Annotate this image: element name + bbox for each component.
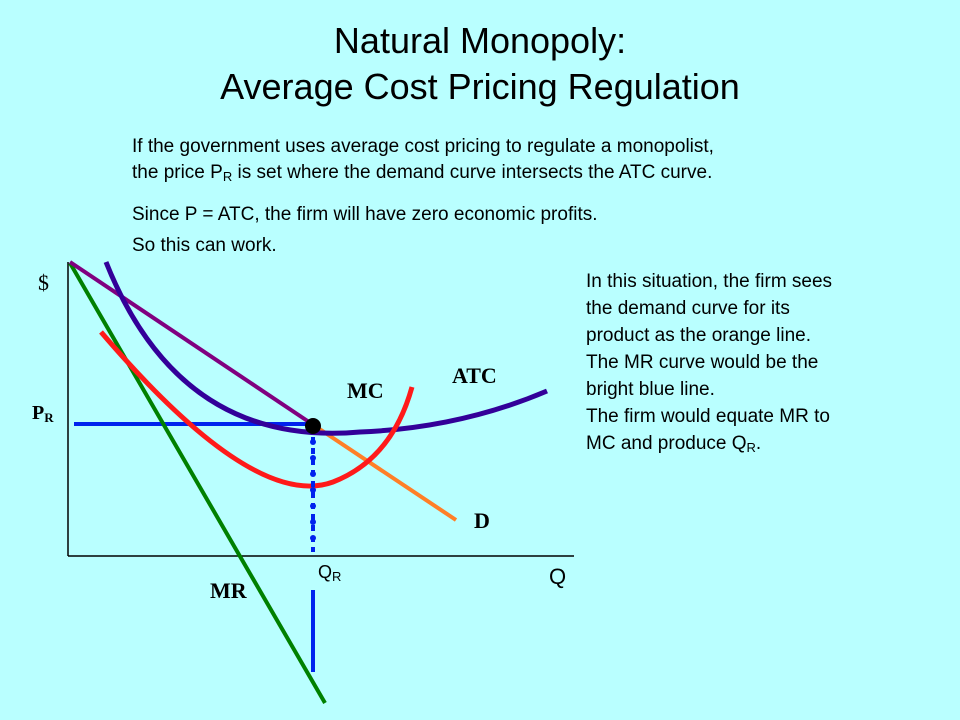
mr-label: MR bbox=[210, 578, 247, 603]
intro-paragraph-3: So this can work. bbox=[132, 235, 277, 256]
quantity-label-sub: R bbox=[332, 569, 342, 584]
price-label-main: P bbox=[32, 402, 45, 424]
intro-paragraph-1: If the government uses average cost pric… bbox=[132, 134, 714, 186]
intro-line-1: If the government uses average cost pric… bbox=[132, 136, 714, 157]
slide-title: Natural Monopoly: Average Cost Pricing R… bbox=[0, 18, 960, 110]
intro-line-2-sub: R bbox=[222, 169, 233, 184]
quantity-label-main: Q bbox=[318, 562, 333, 582]
side-note-line-5: bright blue line. bbox=[586, 379, 715, 400]
demand-label: D bbox=[474, 508, 490, 533]
guide-dot bbox=[310, 487, 316, 493]
side-note-line-7-post: . bbox=[755, 433, 762, 454]
price-label: PR bbox=[32, 402, 54, 425]
title-line-1: Natural Monopoly: bbox=[333, 20, 627, 61]
guide-dot bbox=[310, 503, 316, 509]
equilibrium-point bbox=[305, 418, 321, 434]
side-note-line-7-sub: R bbox=[746, 440, 756, 455]
side-note-line-2: the demand curve for its bbox=[586, 298, 790, 319]
demand-curve-upper bbox=[68, 260, 314, 426]
intro-line-2-post: is set where the demand curve intersects… bbox=[232, 162, 713, 183]
price-label-sub: R bbox=[44, 410, 54, 425]
atc-curve bbox=[103, 261, 548, 436]
y-axis-label: $ bbox=[38, 270, 49, 295]
guide-dot bbox=[310, 519, 316, 525]
title-line-2: Average Cost Pricing Regulation bbox=[220, 66, 740, 107]
intro-paragraph-2: Since P = ATC, the firm will have zero e… bbox=[132, 204, 598, 225]
guide-dot bbox=[310, 535, 316, 541]
guide-dot bbox=[310, 471, 316, 477]
guide-dot bbox=[310, 439, 316, 445]
quantity-label: QR bbox=[318, 562, 341, 583]
intro-line-2-pre: the price P bbox=[132, 162, 223, 183]
marginal-revenue-curve bbox=[68, 261, 327, 705]
side-note-line-3: product as the orange line. bbox=[586, 325, 811, 346]
demand-curve-lower bbox=[310, 422, 458, 522]
mc-label: MC bbox=[347, 378, 384, 403]
side-note: In this situation, the firm sees the dem… bbox=[586, 268, 832, 457]
side-note-line-7-pre: MC and produce Q bbox=[586, 433, 747, 454]
side-note-line-6: The firm would equate MR to bbox=[586, 406, 830, 427]
side-note-line-4: The MR curve would be the bbox=[586, 352, 819, 373]
mc-curve bbox=[99, 330, 415, 489]
guide-dot bbox=[310, 455, 316, 461]
side-note-line-1: In this situation, the firm sees bbox=[586, 271, 833, 292]
x-axis-label: Q bbox=[549, 564, 567, 589]
atc-label: ATC bbox=[452, 363, 497, 388]
